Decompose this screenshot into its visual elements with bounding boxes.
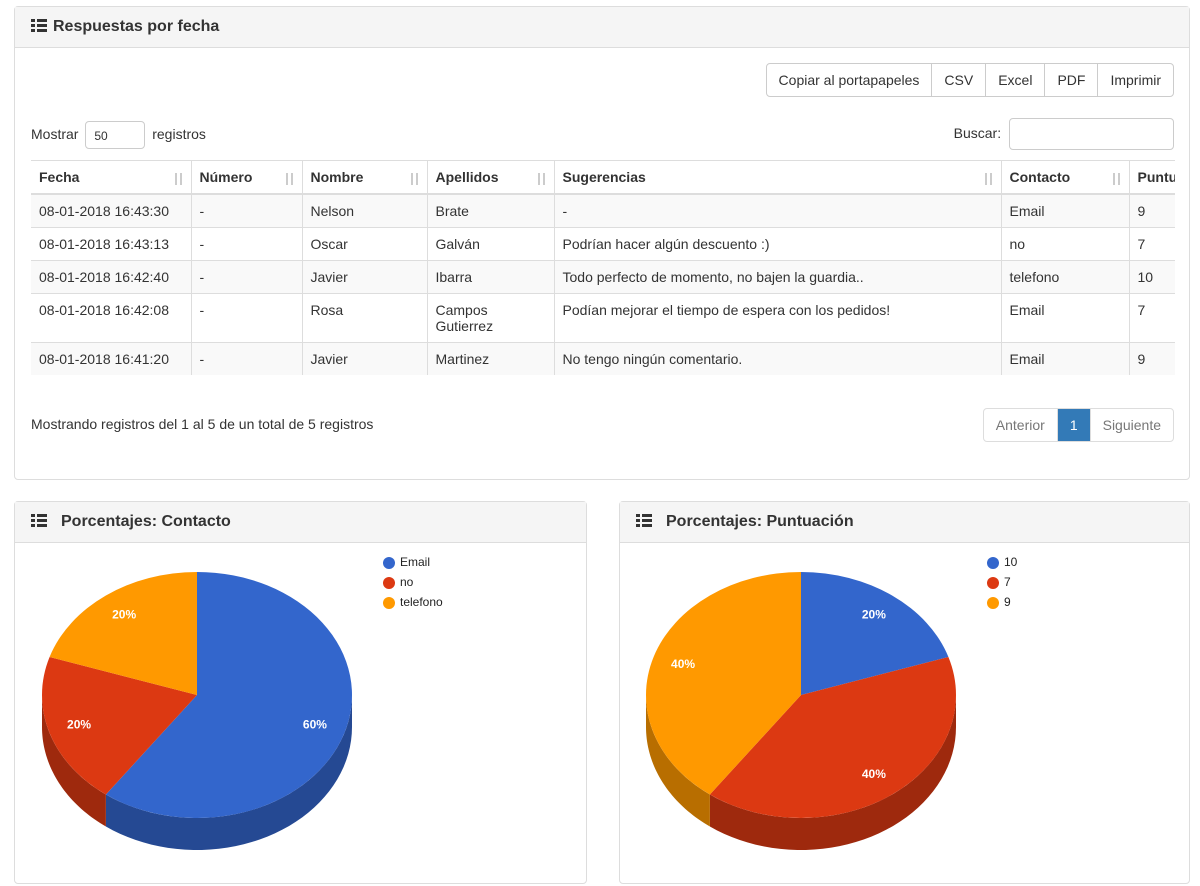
table-cell: Email	[1001, 342, 1130, 375]
column-header[interactable]: Fecha	[31, 160, 192, 195]
table-cell: -	[191, 293, 303, 343]
tbody: 08-01-2018 16:43:30- Nelson Brate - Email 9 08…	[31, 193, 1175, 375]
table-cell: Galván	[427, 227, 555, 261]
panel-title: Respuestas por fecha	[53, 18, 220, 35]
table-cell: 7	[1129, 227, 1175, 261]
table-wrap: Fecha Número Nombre Apellidos Sugerencias Con…	[31, 160, 1175, 401]
page-button[interactable]: 1	[1056, 409, 1090, 441]
length-label: registros	[152, 126, 206, 142]
page-button[interactable]: Anterior	[995, 417, 1045, 433]
table-cell: 08-01-2018 16:43:13	[31, 227, 192, 261]
table-cell: -	[191, 260, 303, 294]
export-button[interactable]: Excel	[985, 64, 1044, 96]
table-cell: 08-01-2018 16:43:30	[31, 193, 192, 228]
table-cell: Podían mejorar el tiempo de espera con l…	[554, 293, 1002, 343]
length-label: Mostrar	[31, 126, 79, 142]
table-info: Mostrando registros del 1 al 5 de un tot…	[31, 416, 374, 432]
column-label: Apellidos	[435, 169, 499, 185]
panel-header: Porcentajes: Puntuación	[620, 502, 1189, 543]
chart-title: Porcentajes: Puntuación	[666, 513, 854, 530]
chart-panel: Porcentajes: Contacto	[14, 501, 587, 884]
column-label: Contacto	[1009, 169, 1071, 185]
table-cell: Nelson	[302, 193, 428, 228]
table-cell: Rosa	[302, 293, 428, 343]
table-cell: -	[191, 193, 303, 228]
table-cell: -	[191, 227, 303, 261]
table-cell: Podrían hacer algún descuento :)	[554, 227, 1002, 261]
pagination: Anterior 1 Siguiente	[982, 408, 1174, 442]
table-cell: 08-01-2018 16:42:08	[31, 293, 192, 343]
length-control: Mostrar 50 registros	[31, 119, 206, 150]
column-label: Nombre	[310, 169, 364, 185]
column-header[interactable]: Contacto	[1001, 160, 1130, 195]
table-row: 08-01-2018 16:42:08- Rosa Campos Gutierrez…	[31, 293, 1175, 343]
table-cell: Martinez	[427, 342, 555, 375]
chart-panel: Porcentajes: Puntuación	[619, 501, 1190, 884]
table-cell: no	[1001, 227, 1130, 261]
export-button[interactable]: Copiar al portapapeles	[778, 72, 920, 88]
export-buttons: Copiar al portapapeles CSV Excel PDF Imprimi…	[765, 63, 1174, 97]
export-button[interactable]: PDF	[1044, 64, 1097, 96]
sort-icon	[284, 173, 294, 185]
table-cell: Campos Gutierrez	[427, 293, 555, 343]
table-row: 08-01-2018 16:42:40- Javier Ibarra Todo per…	[31, 260, 1175, 294]
length-value: 50	[94, 129, 108, 144]
search-input[interactable]	[1009, 118, 1174, 151]
column-header[interactable]: Número	[191, 160, 303, 195]
table-cell: 9	[1129, 193, 1175, 228]
table-cell: Javier	[302, 260, 428, 294]
table-cell: Email	[1001, 293, 1130, 343]
sort-icon	[536, 173, 546, 185]
panel-header: Respuestas por fecha	[15, 7, 1189, 48]
export-button[interactable]: CSV	[931, 64, 985, 96]
chart-title: Porcentajes: Contacto	[61, 513, 231, 530]
table-cell: Brate	[427, 193, 555, 228]
table-cell: -	[191, 342, 303, 375]
table-cell: Ibarra	[427, 260, 555, 294]
column-label: Sugerencias	[562, 169, 646, 185]
table-cell: 10	[1129, 260, 1175, 294]
table-cell: No tengo ningún comentario.	[554, 342, 1002, 375]
length-select[interactable]: 50	[85, 121, 146, 150]
table-cell: 08-01-2018 16:42:40	[31, 260, 192, 294]
column-label: Puntuación	[1137, 169, 1176, 185]
column-header[interactable]: Puntuación	[1129, 160, 1176, 195]
table-cell: 08-01-2018 16:41:20	[31, 342, 192, 375]
table-cell: Oscar	[302, 227, 428, 261]
table-row: 08-01-2018 16:41:20- Javier Martinez No ten…	[31, 342, 1175, 375]
page-button[interactable]: Siguiente	[1089, 409, 1173, 441]
column-header[interactable]: Apellidos	[427, 160, 555, 195]
table-row: 08-01-2018 16:43:13- Oscar Galván Podrían h…	[31, 227, 1175, 261]
table-cell: Email	[1001, 193, 1130, 228]
column-header[interactable]: Sugerencias	[554, 160, 1002, 195]
sort-icon	[1111, 173, 1121, 185]
column-header[interactable]: Nombre	[302, 160, 428, 195]
table-cell: Todo perfecto de momento, no bajen la gu…	[554, 260, 1002, 294]
header-row: Fecha Número Nombre Apellidos Sugerencias Con…	[31, 160, 1176, 195]
column-label: Número	[199, 169, 253, 185]
table-cell: 9	[1129, 342, 1175, 375]
data-table: Fecha Número Nombre Apellidos Sugerencias Con…	[31, 160, 1175, 375]
search-label: Buscar:	[953, 125, 1002, 141]
export-button[interactable]: Imprimir	[1097, 64, 1173, 96]
search: Buscar:	[953, 117, 1174, 151]
table-cell: Javier	[302, 342, 428, 375]
responses-panel: Respuestas por fecha Copiar al portapape…	[14, 6, 1190, 480]
panel-header: Porcentajes: Contacto	[15, 502, 586, 543]
column-label: Fecha	[39, 169, 80, 185]
table-cell: -	[554, 193, 1002, 228]
thead: Fecha Número Nombre Apellidos Sugerencias Con…	[31, 160, 1176, 195]
table-row: 08-01-2018 16:43:30- Nelson Brate - Email 9	[31, 193, 1175, 228]
table-cell: 7	[1129, 293, 1175, 343]
sort-icon	[983, 173, 993, 185]
sort-icon	[173, 173, 183, 185]
sort-icon	[409, 173, 419, 185]
table-cell: telefono	[1001, 260, 1130, 294]
